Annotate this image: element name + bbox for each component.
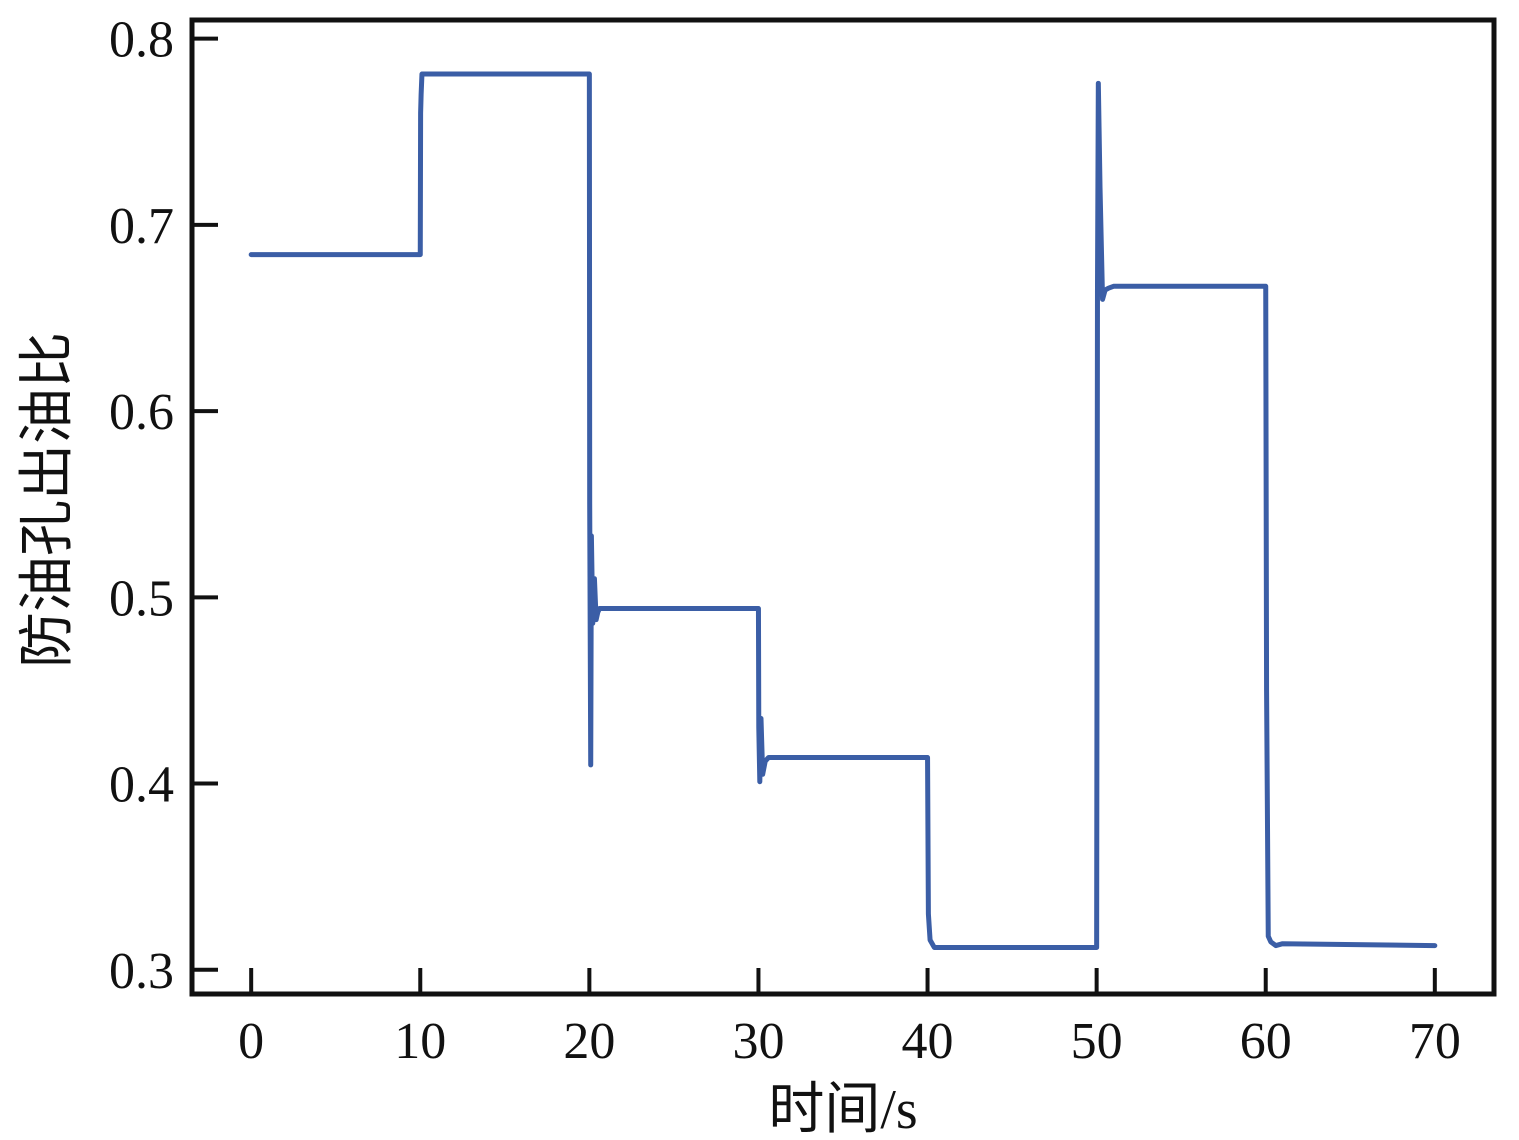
y-tick-label: 0.7	[109, 198, 174, 255]
series-line	[248, 71, 1438, 950]
x-tick-label: 20	[563, 1013, 615, 1070]
plot-frame	[189, 17, 1497, 997]
x-axis-title: 时间/s	[768, 1079, 917, 1140]
x-tick-label: 60	[1240, 1013, 1292, 1070]
y-tick-label: 0.8	[109, 12, 174, 69]
y-tick-label: 0.3	[109, 943, 174, 1000]
x-tick-label: 30	[732, 1013, 784, 1070]
x-tick-label: 50	[1071, 1013, 1123, 1070]
y-axis-ticks: 0.3 0.4 0.5 0.6 0.7 0.8	[109, 12, 218, 1000]
y-tick-label: 0.6	[109, 384, 174, 441]
x-tick-label: 0	[238, 1013, 264, 1070]
y-axis-title: 防油孔出油比	[17, 332, 79, 668]
y-tick-label: 0.4	[109, 757, 174, 814]
y-tick-label: 0.5	[109, 570, 174, 627]
x-tick-label: 40	[902, 1013, 954, 1070]
x-tick-label: 10	[394, 1013, 446, 1070]
x-tick-label: 70	[1409, 1013, 1461, 1070]
x-axis-ticks: 0 10 20 30 40 50 60 70	[238, 968, 1461, 1070]
